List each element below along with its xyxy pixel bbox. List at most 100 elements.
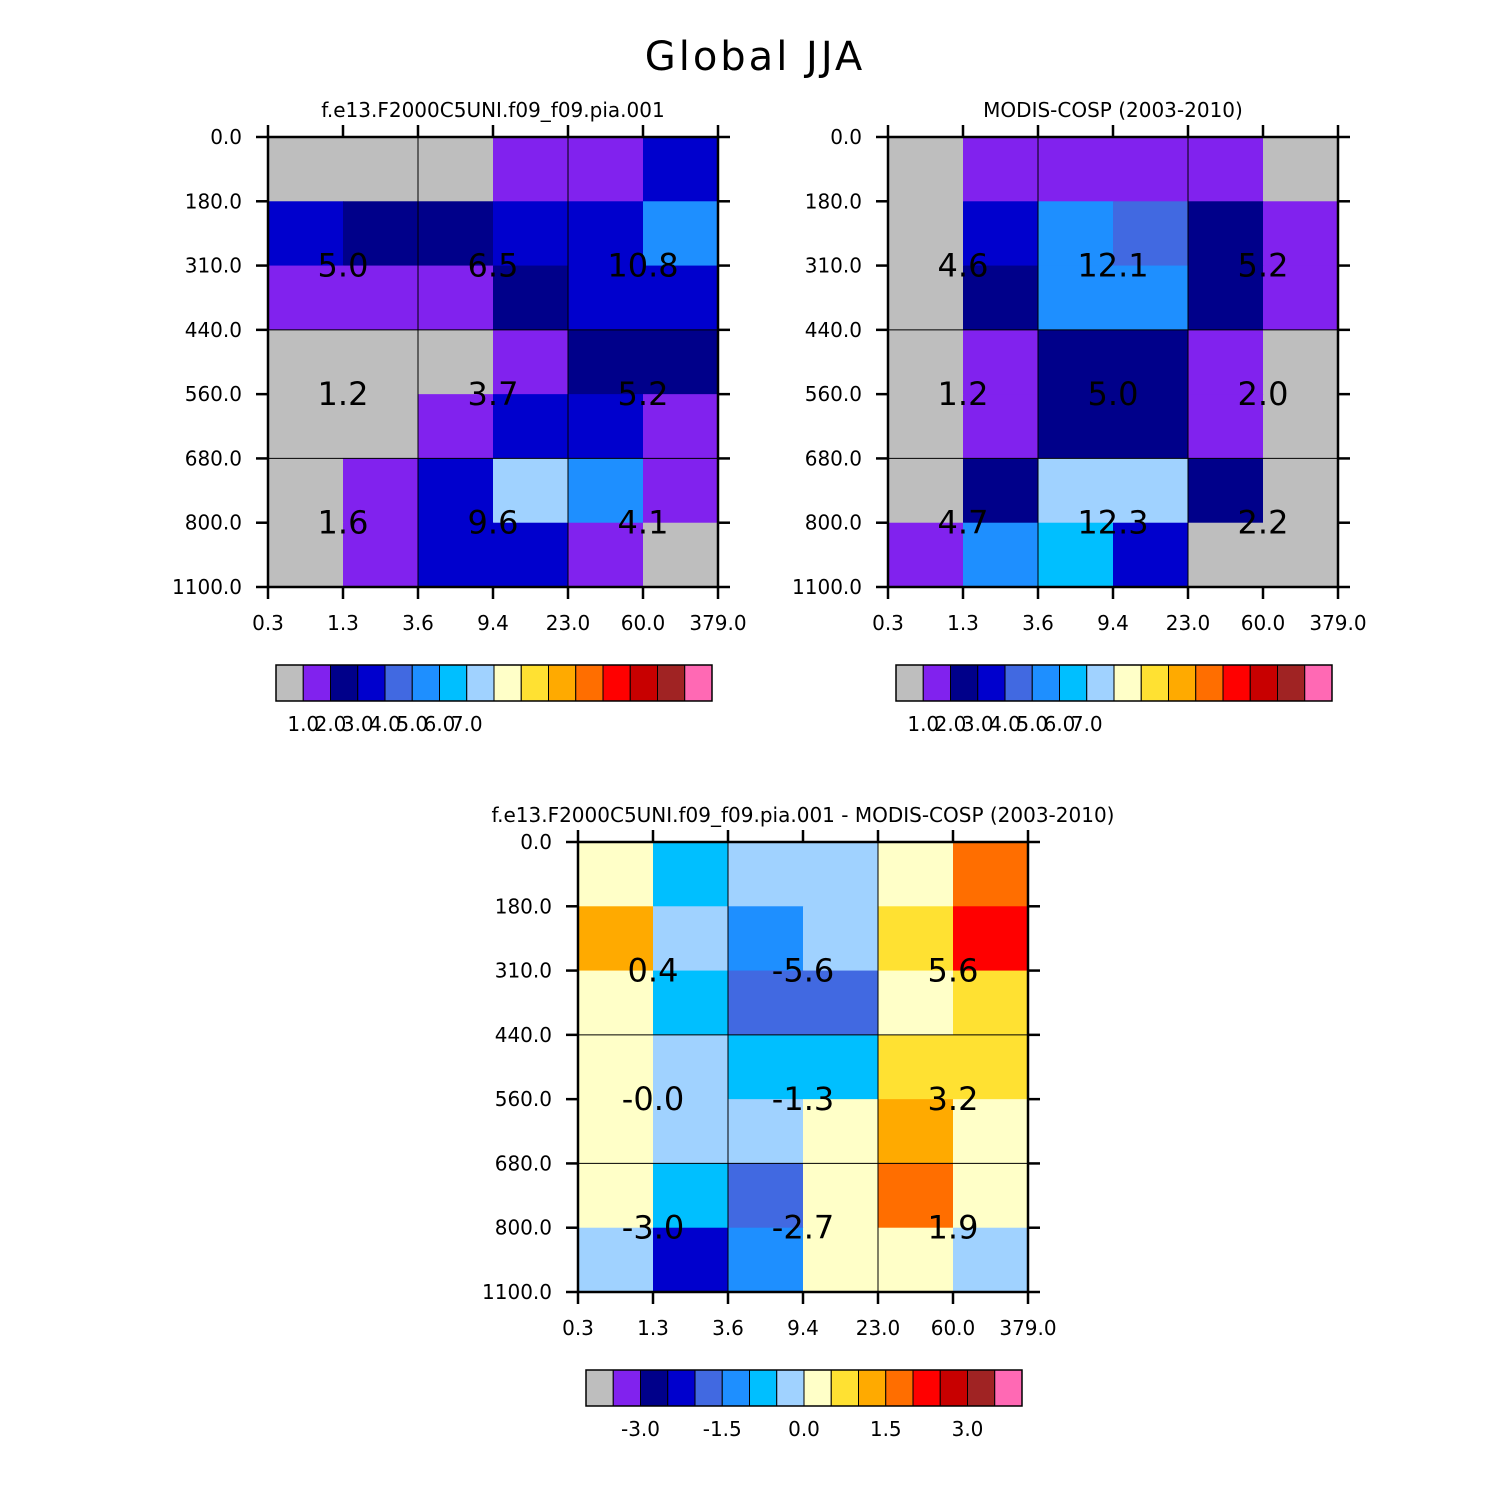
colorbar-swatch bbox=[721, 1369, 750, 1407]
x-tick-label: 0.3 bbox=[562, 1316, 594, 1340]
x-tick-label: 9.4 bbox=[477, 611, 509, 635]
heatmap-cell bbox=[1263, 394, 1339, 459]
heatmap-cell bbox=[888, 394, 964, 459]
heatmap-cell bbox=[803, 1227, 879, 1293]
heatmap-cell bbox=[418, 201, 494, 267]
heatmap-cell bbox=[643, 137, 719, 202]
heatmap-cell bbox=[493, 137, 569, 202]
heatmap-cell bbox=[1263, 329, 1339, 395]
heatmap-cell bbox=[963, 394, 1039, 459]
heatmap-cell bbox=[1263, 201, 1339, 267]
y-tick-label: 440.0 bbox=[805, 318, 862, 342]
colorbar-label: 3.0 bbox=[342, 712, 374, 736]
heatmap-cell bbox=[493, 265, 569, 331]
heatmap-cell bbox=[888, 458, 964, 524]
cell-value-label: 12.3 bbox=[1077, 504, 1148, 542]
heatmap-cell bbox=[643, 458, 719, 524]
heatmap-cell bbox=[418, 458, 494, 524]
colorbar-swatch bbox=[950, 664, 979, 702]
colorbar-label: -3.0 bbox=[621, 1417, 660, 1441]
heatmap-cell bbox=[418, 394, 494, 459]
colorbar-swatch bbox=[330, 664, 359, 702]
x-tick-label: 60.0 bbox=[1241, 611, 1286, 635]
colorbar-swatch bbox=[548, 664, 577, 702]
colorbar-swatch bbox=[357, 664, 386, 702]
heatmap-cell bbox=[343, 522, 419, 588]
cell-value-label: 5.0 bbox=[318, 247, 369, 285]
heatmap-cell bbox=[963, 329, 1039, 395]
cell-value-label: 5.2 bbox=[618, 375, 669, 413]
colorbar-label: 6.0 bbox=[1044, 712, 1076, 736]
y-tick-label: 680.0 bbox=[495, 1151, 552, 1175]
heatmap-cell bbox=[963, 201, 1039, 267]
y-tick-label: 310.0 bbox=[495, 959, 552, 983]
x-tick-label: 60.0 bbox=[931, 1316, 976, 1340]
heatmap-cell bbox=[268, 522, 344, 588]
heatmap-cell bbox=[803, 970, 879, 1036]
cell-value-label: 4.7 bbox=[938, 504, 989, 542]
heatmap-cell bbox=[953, 970, 1029, 1036]
heatmap-cell bbox=[268, 394, 344, 459]
heatmap-cell bbox=[1113, 394, 1189, 459]
cell-value-label: 2.2 bbox=[1238, 504, 1289, 542]
colorbar-swatch bbox=[1168, 664, 1197, 702]
heatmap-cell bbox=[1038, 137, 1114, 202]
heatmap-cell bbox=[953, 1163, 1029, 1229]
heatmap-cell bbox=[878, 1227, 954, 1293]
heatmap-cell bbox=[268, 137, 344, 202]
heatmap-cell bbox=[878, 970, 954, 1036]
panel-1: f.e13.F2000C5UNI.f09_f09.pia.001 0.0 180.0… bbox=[172, 98, 747, 736]
x-tick-label: 23.0 bbox=[546, 611, 591, 635]
cell-value-label: 10.8 bbox=[607, 247, 678, 285]
cell-value-label: -5.6 bbox=[772, 952, 834, 990]
heatmap-cell bbox=[728, 1227, 804, 1293]
heatmap-cell bbox=[578, 1227, 654, 1293]
heatmap-cell bbox=[578, 842, 654, 907]
colorbar-swatch bbox=[1031, 664, 1060, 702]
heatmap-cell bbox=[953, 1099, 1029, 1164]
colorbar-swatch bbox=[1304, 664, 1333, 702]
heatmap-cell bbox=[963, 522, 1039, 588]
colorbar-swatch bbox=[977, 664, 1006, 702]
cell-value-label: -2.7 bbox=[772, 1209, 834, 1247]
colorbar-label: 4.0 bbox=[369, 712, 401, 736]
colorbar-label: 3.0 bbox=[962, 712, 994, 736]
colorbar-swatch bbox=[803, 1369, 832, 1407]
heatmap-cell bbox=[1188, 137, 1264, 202]
x-tick-label: 23.0 bbox=[856, 1316, 901, 1340]
heatmap-cell bbox=[803, 1099, 879, 1164]
cell-value-label: 0.4 bbox=[628, 952, 679, 990]
heatmap-cell bbox=[1038, 329, 1114, 395]
heatmap-cell bbox=[568, 265, 644, 331]
heatmap-cell bbox=[1188, 458, 1264, 524]
colorbar-swatch bbox=[1222, 664, 1251, 702]
heatmap-cell bbox=[963, 137, 1039, 202]
heatmap-cell bbox=[268, 265, 344, 331]
colorbar-swatch bbox=[1277, 664, 1306, 702]
cell-value-label: 2.0 bbox=[1238, 375, 1289, 413]
cell-value-label: 4.1 bbox=[618, 504, 669, 542]
heatmap-cell bbox=[888, 522, 964, 588]
colorbar-label: 2.0 bbox=[315, 712, 347, 736]
figure-title: Global JJA bbox=[645, 34, 866, 80]
colorbar-swatch bbox=[830, 1369, 859, 1407]
heatmap-cell bbox=[888, 329, 964, 395]
heatmap-cell bbox=[343, 329, 419, 395]
heatmap-cell bbox=[568, 458, 644, 524]
heatmap-cell bbox=[568, 394, 644, 459]
colorbar-swatch bbox=[684, 664, 713, 702]
colorbar-swatch bbox=[629, 664, 658, 702]
colorbar-swatch bbox=[912, 1369, 941, 1407]
colorbar-label: -1.5 bbox=[703, 1417, 742, 1441]
x-tick-label: 379.0 bbox=[689, 611, 746, 635]
y-tick-label: 310.0 bbox=[185, 254, 242, 278]
panel-title: f.e13.F2000C5UNI.f09_f09.pia.001 bbox=[321, 98, 664, 122]
colorbar-label: 0.0 bbox=[788, 1417, 820, 1441]
x-tick-label: 9.4 bbox=[1097, 611, 1129, 635]
cell-value-label: 5.2 bbox=[1238, 247, 1289, 285]
cell-value-label: 1.6 bbox=[318, 504, 369, 542]
heatmap-cell bbox=[1113, 458, 1189, 524]
heatmap-cell bbox=[878, 1034, 954, 1100]
cell-value-label: -3.0 bbox=[622, 1209, 684, 1247]
